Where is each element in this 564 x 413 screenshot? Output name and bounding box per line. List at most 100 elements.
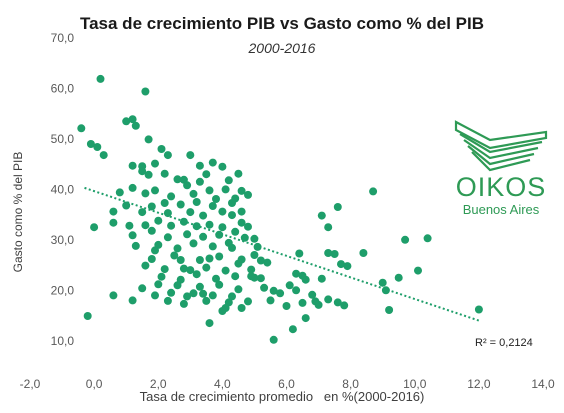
data-point (324, 295, 333, 304)
data-point (151, 186, 159, 195)
data-point (192, 270, 201, 279)
data-point (298, 298, 307, 307)
data-point (138, 208, 147, 217)
data-point (173, 175, 182, 184)
x-axis-label: Tasa de crecimiento promedio en %(2000-2… (139, 389, 425, 404)
data-point (176, 200, 185, 209)
data-point (234, 285, 243, 294)
data-point (205, 319, 214, 328)
data-point (131, 121, 140, 130)
data-point (147, 255, 156, 263)
data-point (423, 234, 432, 243)
data-point (237, 207, 246, 216)
y-tick-label: 20,0 (51, 283, 75, 297)
data-point (195, 177, 204, 186)
data-point (250, 251, 259, 259)
data-point (224, 176, 233, 185)
data-point (189, 289, 198, 298)
data-point (234, 259, 243, 268)
data-point (189, 239, 198, 248)
data-point (96, 74, 105, 83)
data-point (138, 284, 147, 293)
data-point (128, 183, 137, 192)
data-point (292, 269, 301, 278)
data-point (218, 223, 227, 232)
data-point (195, 161, 204, 170)
data-point (202, 170, 211, 179)
data-point (224, 298, 233, 307)
data-point (244, 190, 252, 199)
data-point (221, 185, 230, 194)
data-point (141, 261, 150, 270)
x-tick-label: 2,0 (150, 377, 167, 391)
data-point (237, 218, 246, 227)
data-point (221, 266, 230, 275)
data-point (147, 202, 156, 211)
data-point (86, 140, 95, 148)
logo-wordmark: OIKOS (455, 172, 547, 202)
data-point (151, 246, 159, 255)
x-tick-label: 10,0 (403, 377, 427, 391)
data-point (208, 242, 217, 251)
data-point (128, 161, 137, 170)
x-tick-label: 0,0 (86, 377, 103, 391)
data-point (234, 169, 243, 178)
data-point (231, 272, 240, 281)
data-point (218, 307, 227, 315)
chart-title: Tasa de crecimiento PIB vs Gasto como % … (79, 14, 485, 33)
data-point (292, 286, 301, 295)
data-point (337, 260, 345, 269)
data-point (157, 145, 166, 153)
data-point (154, 280, 163, 289)
data-point (208, 291, 217, 300)
data-point (183, 181, 192, 190)
data-point (163, 233, 172, 242)
data-point (109, 291, 118, 300)
data-point (228, 292, 236, 301)
data-point (160, 265, 169, 274)
data-point (218, 162, 227, 171)
data-point (414, 266, 422, 275)
data-point (276, 289, 285, 298)
x-tick-label: 6,0 (278, 377, 295, 391)
data-point (244, 297, 252, 306)
data-point (231, 227, 240, 236)
data-point (176, 256, 185, 264)
data-point (151, 159, 159, 168)
data-point (183, 230, 192, 239)
data-point (179, 264, 188, 273)
data-point (205, 254, 214, 263)
x-tick-label: 12,0 (467, 377, 491, 391)
data-point (401, 235, 410, 244)
data-point (109, 207, 118, 216)
data-point (215, 252, 224, 261)
data-point (324, 223, 333, 232)
data-point (138, 167, 147, 176)
data-point (369, 187, 378, 196)
data-point (269, 286, 278, 295)
data-point (340, 301, 349, 310)
y-tick-label: 40,0 (51, 182, 75, 196)
data-point (192, 198, 201, 206)
data-point (189, 189, 198, 198)
data-point (237, 186, 246, 195)
data-point (256, 256, 265, 265)
y-axis-ticks: 10,0 20,0 30,0 40,0 50,0 60,0 70,0 (51, 31, 75, 348)
data-point (128, 296, 137, 305)
data-point (122, 117, 131, 126)
data-point (179, 299, 188, 308)
data-point (77, 124, 86, 133)
data-point (256, 274, 265, 283)
data-point (109, 218, 118, 227)
data-point (244, 222, 252, 231)
data-point (170, 251, 179, 260)
data-point (212, 195, 220, 203)
data-point (163, 151, 172, 160)
data-point (208, 158, 217, 167)
data-point (228, 243, 236, 252)
data-point (378, 278, 387, 287)
data-point (202, 263, 211, 272)
data-point (154, 216, 163, 225)
data-point (128, 231, 137, 240)
